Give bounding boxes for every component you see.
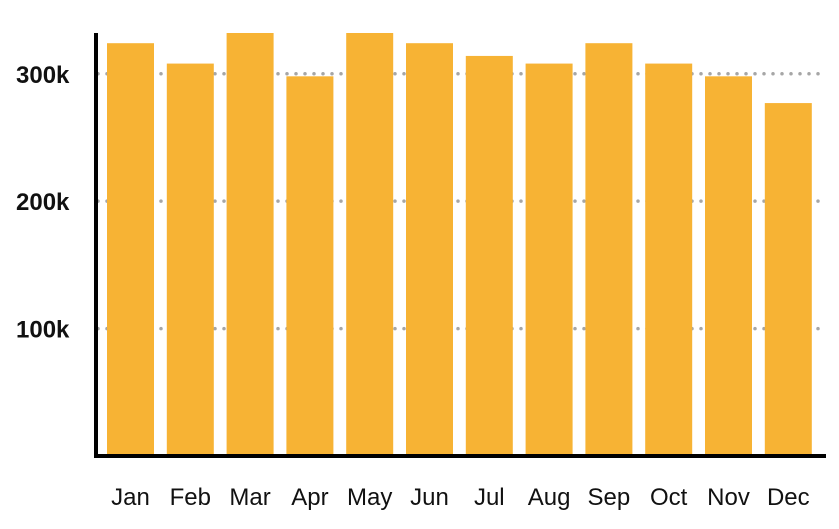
bar-jan — [107, 43, 154, 456]
bar-sep — [585, 43, 633, 456]
x-tick-label-feb: Feb — [170, 484, 211, 511]
x-tick-label-apr: Apr — [291, 484, 328, 511]
y-tick-label-300k: 300k — [16, 62, 70, 89]
bar-may — [346, 33, 394, 456]
x-tick-label-nov: Nov — [707, 484, 750, 511]
x-tick-label-jun: Jun — [410, 484, 449, 511]
x-tick-label-aug: Aug — [528, 484, 571, 511]
axes — [94, 33, 826, 458]
x-tick-label-mar: Mar — [229, 484, 270, 511]
bar-mar — [226, 33, 274, 456]
y-tick-label-100k: 100k — [16, 317, 70, 344]
bar-jul — [465, 55, 513, 456]
x-tick-label-jul: Jul — [474, 484, 505, 511]
x-tick-label-may: May — [347, 484, 392, 511]
bars — [107, 33, 812, 457]
x-tick-label-oct: Oct — [650, 484, 688, 511]
bar-jun — [406, 43, 453, 456]
y-tick-labels: 100k 200k 300k — [16, 62, 70, 344]
bar-feb — [166, 63, 214, 457]
bar-aug — [525, 63, 573, 457]
y-tick-label-200k: 200k — [16, 189, 70, 216]
x-tick-label-sep: Sep — [588, 484, 631, 511]
bar-oct — [645, 63, 693, 457]
x-tick-label-dec: Dec — [767, 484, 810, 511]
x-tick-label-jan: Jan — [111, 484, 150, 511]
x-tick-labels: Jan Feb Mar Apr May Jun Jul Aug Sep Oct Nov Dec — [111, 484, 809, 511]
bar-dec — [764, 103, 812, 456]
bar-apr — [286, 76, 334, 456]
bar-nov — [705, 76, 752, 456]
